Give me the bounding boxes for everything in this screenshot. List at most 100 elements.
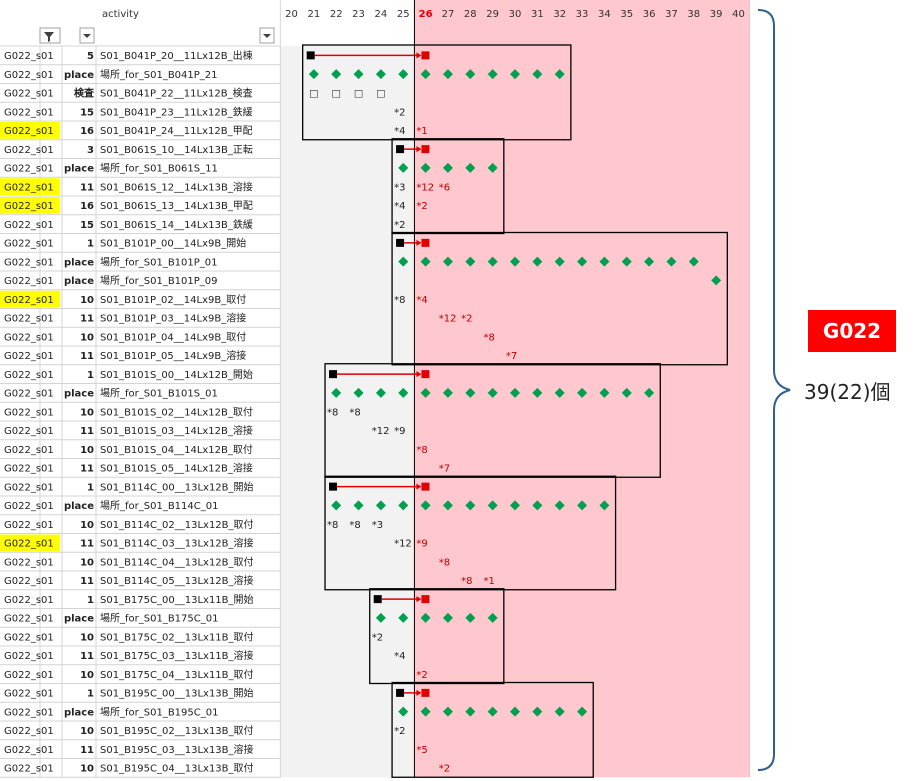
- row-number: 3: [87, 145, 94, 156]
- diamond-marker: [554, 500, 565, 511]
- code-highlight: [0, 534, 60, 552]
- row-number: 10: [80, 445, 94, 456]
- diamond-marker: [711, 275, 722, 286]
- diamond-marker: [487, 256, 498, 267]
- quantity-mark: *8: [461, 576, 472, 587]
- diamond-marker: [353, 500, 364, 511]
- diamond-marker: [442, 612, 453, 623]
- row-number: 15: [80, 107, 94, 118]
- diamond-marker: [308, 69, 319, 80]
- diamond-marker: [353, 387, 364, 398]
- quantity-mark: *4: [394, 126, 405, 137]
- diamond-marker: [532, 706, 543, 717]
- row-code: G022_s01: [4, 764, 54, 775]
- row-number: 11: [80, 539, 94, 550]
- row-number: 10: [80, 295, 94, 306]
- quantity-mark: *2: [372, 632, 383, 643]
- row-code: G022_s01: [4, 670, 54, 681]
- row-code: G022_s01: [4, 407, 54, 418]
- group-box: [369, 588, 505, 685]
- diamond-marker: [510, 500, 520, 511]
- day-header: 27: [442, 9, 455, 20]
- quantity-mark: *2: [416, 201, 427, 212]
- row-number: 10: [80, 764, 94, 775]
- diamond-marker: [398, 387, 409, 398]
- day-header: 29: [486, 9, 499, 20]
- diamond-marker: [420, 706, 431, 717]
- diamond-marker: [420, 69, 431, 80]
- end-marker: [421, 595, 430, 604]
- diamond-marker: [666, 256, 677, 267]
- column-header: activity 20 21 22 23 24 25 26 27 28 29 30 31 32 33 34 3…: [39, 9, 745, 44]
- row-code: G022_s01: [4, 276, 54, 287]
- day-header: 24: [375, 9, 388, 20]
- diamond-marker: [465, 706, 476, 717]
- diamond-marker: [442, 69, 453, 80]
- empty-square-marker: □: [309, 89, 318, 100]
- quantity-mark: *1: [483, 576, 494, 587]
- row-activity: 場所_for_S01_B114C_01: [100, 499, 218, 512]
- diamond-marker: [644, 256, 655, 267]
- item-count: 39(22)個: [804, 380, 891, 404]
- row-code: G022_s01: [4, 651, 54, 662]
- row-activity: 場所_for_S01_B061S_11: [100, 162, 218, 175]
- group-brace: [757, 9, 791, 771]
- diamond-marker: [487, 162, 498, 173]
- row-activity: S01_B175C_04__13Lx11B_取付: [100, 668, 254, 681]
- diamond-marker: [465, 162, 476, 173]
- filter-button-code[interactable]: [39, 27, 61, 44]
- quantity-mark: *8: [483, 332, 494, 343]
- quantity-mark: *8: [327, 407, 338, 418]
- diamond-marker: [398, 256, 409, 267]
- diamond-marker: [375, 69, 386, 80]
- row-number: place: [64, 257, 94, 268]
- row-number: 11: [80, 576, 94, 587]
- arrow-head: [416, 596, 422, 603]
- diamond-marker: [554, 256, 565, 267]
- row-code: G022_s01: [4, 595, 54, 606]
- diamond-marker: [554, 706, 565, 717]
- row-activity: S01_B175C_02__13Lx11B_取付: [100, 630, 254, 643]
- row-code: G022_s01: [4, 126, 54, 137]
- day-header: 32: [553, 9, 566, 20]
- diamond-marker: [577, 256, 588, 267]
- row-number: place: [64, 70, 94, 81]
- diamond-marker: [420, 387, 431, 398]
- quantity-mark: *2: [439, 764, 450, 775]
- group-box: [391, 681, 594, 778]
- row-code: G022_s01: [4, 314, 54, 325]
- end-marker: [421, 370, 430, 379]
- dropdown-button-num[interactable]: [79, 27, 95, 44]
- row-activity: S01_B101P_03__14Lx9B_溶接: [100, 312, 246, 325]
- diamond-marker: [554, 69, 565, 80]
- quantity-mark: *3: [394, 182, 405, 193]
- grid-lines: [0, 0, 751, 778]
- group-badge-label: G022: [823, 319, 881, 343]
- row-activity: S01_B061S_12__14Lx13B_溶接: [100, 180, 253, 193]
- row-activity: S01_B195C_04__13Lx13B_取付: [100, 762, 254, 775]
- row-code: G022_s01: [4, 51, 54, 62]
- row-activity: S01_B041P_20__11Lx12B_出棟: [100, 49, 253, 62]
- start-marker: [396, 238, 405, 247]
- row-code: G022_s01: [4, 389, 54, 400]
- diamond-marker: [532, 387, 543, 398]
- code-highlight: [0, 197, 60, 214]
- day-header: 35: [620, 9, 633, 20]
- arrow-head: [416, 239, 422, 246]
- row-code: G022_s01: [4, 145, 54, 156]
- row-activity: S01_B114C_04__13Lx12B_取付: [100, 555, 254, 568]
- filter-icon: [44, 32, 54, 42]
- row-number: 11: [80, 651, 94, 662]
- quantity-mark: *12: [372, 426, 390, 437]
- row-code: G022_s01: [4, 464, 54, 475]
- row-activity: S01_B061S_14__14Lx13B_鉄緩: [100, 218, 253, 231]
- day-header: 23: [352, 9, 365, 20]
- diamond-marker: [420, 612, 431, 623]
- diamond-marker: [420, 162, 431, 173]
- dropdown-button-activity[interactable]: [259, 27, 275, 44]
- arrow-head: [416, 483, 422, 490]
- row-number: 11: [80, 182, 94, 193]
- row-activity: 場所_for_S01_B041P_21: [100, 68, 218, 81]
- row-code: G022_s01: [4, 295, 54, 306]
- diamond-marker: [577, 387, 588, 398]
